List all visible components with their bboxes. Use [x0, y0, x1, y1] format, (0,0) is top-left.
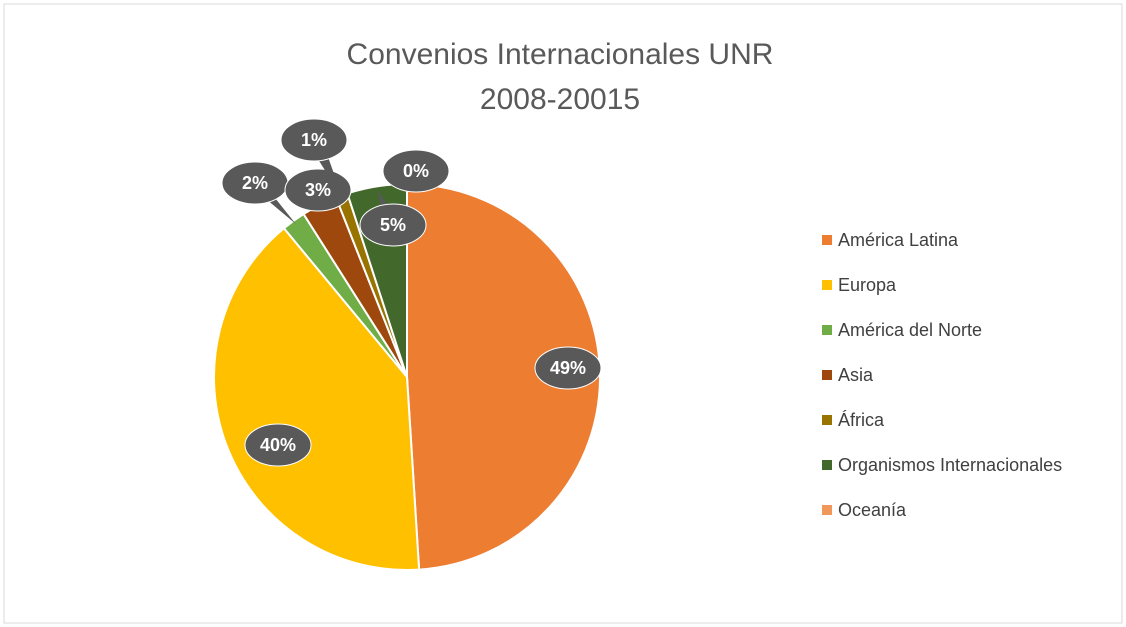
- callout-pointer: [247, 183, 296, 224]
- chart-title: Convenios Internacionales UNR: [347, 38, 774, 71]
- legend-label: América Latina: [838, 230, 959, 250]
- legend-swatch: [822, 505, 832, 515]
- callout-bubble: [534, 346, 602, 390]
- data-label: 3%: [305, 180, 331, 200]
- data-label: 40%: [260, 435, 296, 455]
- legend-swatch: [822, 325, 832, 335]
- callout-bubble: [359, 203, 427, 247]
- legend-label: Asia: [838, 365, 874, 385]
- legend-label: Organismos Internacionales: [838, 455, 1062, 475]
- legend-swatch: [822, 460, 832, 470]
- callout-bubble: [280, 118, 348, 162]
- chart-subtitle: 2008-20015: [480, 83, 640, 116]
- legend-label: África: [838, 410, 885, 430]
- legend-label: Europa: [838, 275, 897, 295]
- legend-swatch: [822, 415, 832, 425]
- data-label: 2%: [242, 173, 268, 193]
- data-label: 0%: [403, 161, 429, 181]
- data-label: 49%: [550, 358, 586, 378]
- legend-label: América del Norte: [838, 320, 982, 340]
- pie-slice: [213, 226, 421, 571]
- legend-swatch: [822, 370, 832, 380]
- legend-swatch: [822, 280, 832, 290]
- legend-swatch: [822, 235, 832, 245]
- legend-label: Oceanía: [838, 500, 907, 520]
- callout-bubble: [382, 149, 450, 193]
- callout-bubble: [244, 423, 312, 467]
- data-label: 5%: [380, 215, 406, 235]
- data-label: 1%: [301, 130, 327, 150]
